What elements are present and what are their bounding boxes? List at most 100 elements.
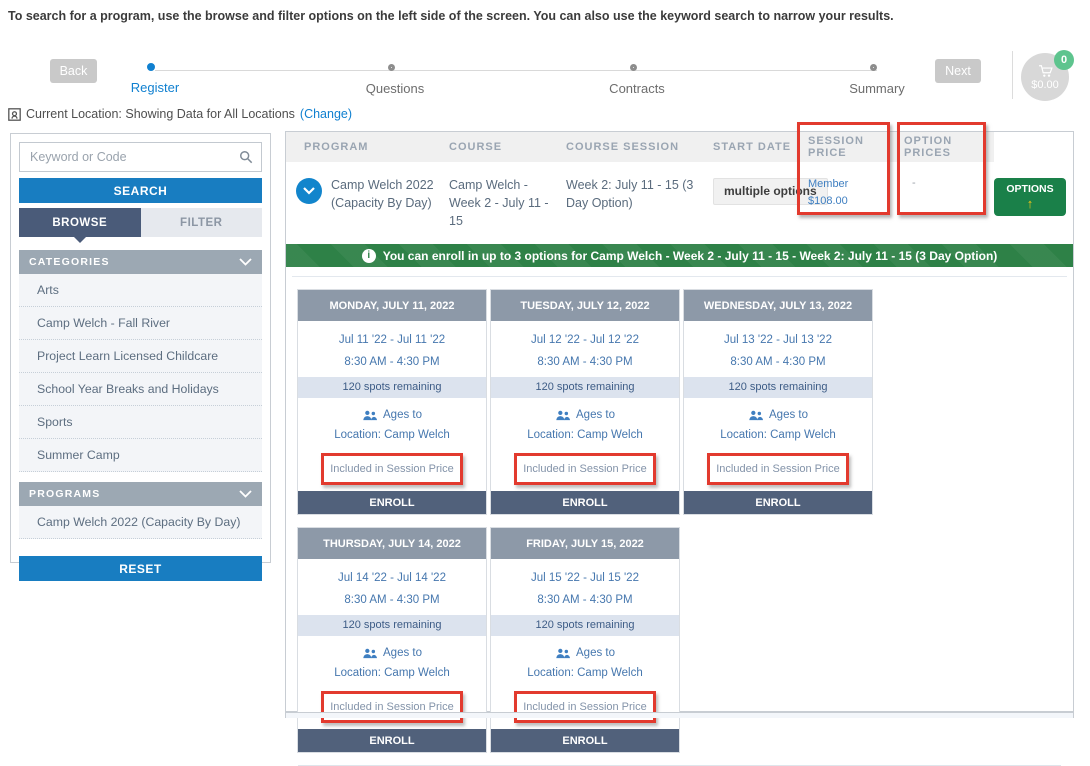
info-icon: i (361, 248, 376, 263)
table-row: Camp Welch 2022 (Capacity By Day) Camp W… (286, 162, 1073, 244)
ages-text: Ages to (383, 409, 422, 422)
enroll-button[interactable]: ENROLL (491, 491, 679, 515)
price-note-text: Included in Session Price (716, 463, 840, 476)
enroll-button[interactable]: ENROLL (298, 491, 486, 515)
column-header-session-price: SESSION PRICE (808, 132, 904, 162)
step-contracts-dot (630, 64, 637, 71)
day-card-time: 8:30 AM - 4:30 PM (344, 356, 440, 369)
next-button[interactable]: Next (935, 59, 981, 83)
session-price-value: $108.00 (808, 194, 848, 207)
day-card-dates: Jul 14 '22 - Jul 14 '22 (338, 572, 446, 585)
day-card-dates: Jul 13 '22 - Jul 13 '22 (724, 334, 832, 347)
annotation-price-note: Included in Session Price (321, 453, 463, 486)
category-item-school-year-breaks[interactable]: School Year Breaks and Holidays (19, 373, 262, 406)
results-table-header: PROGRAM COURSE COURSE SESSION START DATE… (286, 132, 1073, 162)
price-note-text: Included in Session Price (330, 701, 454, 714)
step-contracts-label: Contracts (609, 81, 665, 96)
categories-section-header[interactable]: CATEGORIES (19, 250, 262, 274)
enroll-button[interactable]: ENROLL (491, 729, 679, 753)
step-summary-dot (870, 64, 877, 71)
cart-button[interactable]: $0.00 0 (1021, 50, 1074, 101)
day-card-wednesday: WEDNESDAY, JULY 13, 2022 Jul 13 '22 - Ju… (683, 289, 873, 516)
search-icon[interactable] (239, 150, 253, 164)
cart-icon (1038, 64, 1053, 77)
enroll-button[interactable]: ENROLL (684, 491, 872, 515)
annotation-price-note: Included in Session Price (514, 691, 656, 724)
category-item-project-learn[interactable]: Project Learn Licensed Childcare (19, 340, 262, 373)
chevron-down-icon (303, 187, 315, 195)
option-prices-value: - (912, 177, 916, 189)
day-card-time: 8:30 AM - 4:30 PM (344, 594, 440, 607)
ages-text: Ages to (576, 409, 615, 422)
collapse-row-button[interactable] (296, 178, 322, 204)
cart-count-badge: 0 (1054, 50, 1074, 70)
people-icon (363, 648, 377, 659)
programs-section-header[interactable]: PROGRAMS (19, 482, 262, 506)
annotation-price-note: Included in Session Price (321, 691, 463, 724)
ages-text: Ages to (576, 647, 615, 660)
step-register-label: Register (130, 80, 180, 95)
reset-button[interactable]: RESET (19, 556, 262, 581)
start-date-badge: multiple options (713, 178, 828, 206)
back-button[interactable]: Back (50, 59, 97, 83)
column-header-start-date: START DATE (713, 132, 808, 162)
spots-remaining-badge: 120 spots remaining (491, 615, 679, 637)
step-summary-label: Summary (849, 81, 905, 96)
day-card-tuesday: TUESDAY, JULY 12, 2022 Jul 12 '22 - Jul … (490, 289, 680, 516)
change-location-link[interactable]: (Change) (299, 107, 353, 121)
search-button[interactable]: SEARCH (19, 178, 262, 203)
tab-filter[interactable]: FILTER (140, 208, 262, 237)
divider (1012, 51, 1013, 99)
course-name: Camp Welch - Week 2 - July 11 - 15 (449, 178, 549, 229)
day-card-title: FRIDAY, JULY 15, 2022 (491, 528, 679, 560)
step-register-dot (147, 63, 155, 71)
enroll-info-banner: i You can enroll in up to 3 options for … (286, 244, 1073, 268)
day-options-grid: MONDAY, JULY 11, 2022 Jul 11 '22 - Jul 1… (286, 277, 1073, 754)
spots-remaining-badge: 120 spots remaining (298, 377, 486, 399)
spots-remaining-badge: 120 spots remaining (684, 377, 872, 399)
search-input[interactable] (19, 142, 262, 172)
people-icon (556, 410, 570, 421)
program-item-camp-welch-2022[interactable]: Camp Welch 2022 (Capacity By Day) (19, 506, 262, 539)
spots-remaining-badge: 120 spots remaining (491, 377, 679, 399)
ages-text: Ages to (383, 647, 422, 660)
day-card-time: 8:30 AM - 4:30 PM (537, 594, 633, 607)
location-icon (8, 107, 21, 121)
day-card-time: 8:30 AM - 4:30 PM (730, 356, 826, 369)
price-note-text: Included in Session Price (523, 701, 647, 714)
day-card-dates: Jul 11 '22 - Jul 11 '22 (338, 334, 446, 347)
ages-text: Ages to (769, 409, 808, 422)
annotation-price-note: Included in Session Price (707, 453, 849, 486)
day-card-title: TUESDAY, JULY 12, 2022 (491, 290, 679, 322)
page-instruction: To search for a program, use the browse … (8, 9, 894, 23)
people-icon (556, 648, 570, 659)
programs-title: PROGRAMS (29, 488, 101, 500)
stepper-line (155, 70, 877, 71)
spots-remaining-badge: 120 spots remaining (298, 615, 486, 637)
enroll-button[interactable]: ENROLL (298, 729, 486, 753)
card-location: Location: Camp Welch (527, 667, 643, 680)
people-icon (363, 410, 377, 421)
day-card-dates: Jul 15 '22 - Jul 15 '22 (531, 572, 639, 585)
session-price-label: Member (808, 178, 849, 190)
options-button[interactable]: OPTIONS ↑ (994, 178, 1066, 216)
results-panel: PROGRAM COURSE COURSE SESSION START DATE… (285, 131, 1074, 766)
chevron-down-icon (239, 258, 252, 266)
annotation-price-note: Included in Session Price (514, 453, 656, 486)
category-item-summer-camp[interactable]: Summer Camp (19, 439, 262, 472)
tab-browse[interactable]: BROWSE (19, 208, 141, 237)
column-header-course: COURSE (449, 132, 566, 162)
category-item-camp-welch-fall-river[interactable]: Camp Welch - Fall River (19, 307, 262, 340)
options-button-label: OPTIONS (1006, 182, 1054, 195)
category-item-arts[interactable]: Arts (19, 274, 262, 307)
day-card-thursday: THURSDAY, JULY 14, 2022 Jul 14 '22 - Jul… (297, 527, 487, 754)
cart-total: $0.00 (1031, 78, 1059, 91)
chevron-down-icon (239, 490, 252, 498)
day-card-monday: MONDAY, JULY 11, 2022 Jul 11 '22 - Jul 1… (297, 289, 487, 516)
card-location: Location: Camp Welch (334, 429, 450, 442)
price-note-text: Included in Session Price (523, 463, 647, 476)
category-item-sports[interactable]: Sports (19, 406, 262, 439)
price-note-text: Included in Session Price (330, 463, 454, 476)
categories-title: CATEGORIES (29, 256, 110, 268)
day-card-friday: FRIDAY, JULY 15, 2022 Jul 15 '22 - Jul 1… (490, 527, 680, 754)
